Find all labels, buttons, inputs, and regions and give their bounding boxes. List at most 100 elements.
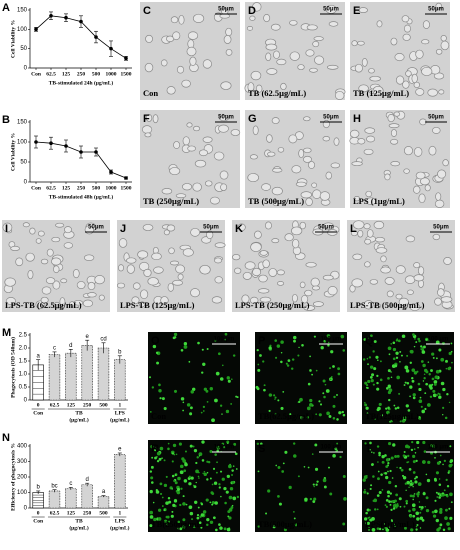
fluorescent-cell [366, 357, 369, 360]
cell [25, 252, 35, 262]
fluorescent-cell [394, 499, 397, 503]
fluorescent-cell [372, 499, 375, 502]
fluorescent-cell [161, 457, 163, 460]
cell [142, 224, 154, 231]
fluorescent-cell [414, 338, 416, 340]
fluorescent-cell [156, 460, 160, 463]
fluorescent-cell [197, 341, 200, 345]
fluorescent-cell [442, 528, 446, 532]
cell [388, 123, 400, 129]
fluorescent-cell [194, 500, 198, 504]
cell [53, 301, 61, 310]
fluorescence-image [362, 332, 454, 424]
fluorescent-cell [435, 393, 438, 397]
fluorescent-cell [386, 410, 390, 415]
fluorescent-cell [260, 442, 263, 446]
fluorescent-cell [281, 470, 285, 473]
micrograph [140, 2, 240, 100]
fluorescent-cell [152, 501, 155, 504]
cell [218, 124, 229, 133]
fluorescent-cell [435, 369, 440, 374]
cell [265, 43, 278, 51]
fluorescent-cell [362, 358, 366, 361]
fluorescent-cell [189, 412, 193, 416]
fluorescent-cell [384, 523, 386, 525]
fluorescent-cell [230, 403, 233, 405]
fluorescent-cell [369, 449, 371, 451]
fluorescent-cell [224, 338, 227, 341]
fluorescent-cell [366, 383, 369, 387]
y-tick-label: 50 [20, 160, 27, 166]
fluorescent-cell [380, 414, 384, 417]
group-label: Con [33, 518, 43, 524]
fluorescent-cell [225, 409, 230, 414]
panel-letter: P [258, 335, 265, 347]
fluorescent-cell [436, 461, 441, 465]
fluorescent-cell [449, 516, 453, 521]
fluorescent-cell [221, 442, 225, 446]
fluorescent-cell [319, 403, 323, 406]
fluorescent-cell [325, 389, 330, 393]
cell [237, 223, 246, 232]
fluorescent-cell [192, 525, 196, 529]
fluorescent-cell [397, 339, 401, 343]
fluorescent-cell [411, 368, 416, 372]
fluorescent-cell [154, 447, 157, 450]
fluorescent-cell [432, 446, 435, 448]
cell [358, 84, 369, 93]
fluorescent-cell [313, 335, 316, 338]
fluorescent-cell [447, 527, 451, 531]
fluorescent-cell [381, 460, 385, 464]
cell [10, 245, 20, 251]
cell [160, 59, 168, 67]
fluorescent-cell [273, 394, 276, 397]
cell [204, 180, 213, 187]
point [94, 35, 98, 39]
fluorescent-cell [149, 470, 153, 473]
fluorescent-cell [388, 500, 391, 503]
fluorescent-cell [168, 520, 171, 523]
fluorescent-cell [418, 399, 423, 404]
cell [322, 222, 334, 230]
fluorescent-cell [396, 466, 398, 469]
cell [277, 281, 285, 286]
micrograph [244, 2, 346, 101]
fluorescent-cell [401, 474, 405, 477]
cell [375, 247, 388, 254]
fluorescent-cell [232, 354, 236, 357]
fluorescent-cell [411, 503, 416, 508]
fluorescent-cell [332, 454, 336, 458]
fluorescent-cell [173, 499, 178, 503]
fluorescent-cell [387, 494, 390, 498]
fluorescent-cell [322, 478, 327, 483]
fluorescent-cell [395, 504, 399, 508]
y-tick-label: 400 [17, 444, 28, 450]
fluorescent-cell [388, 441, 392, 446]
cell [272, 167, 283, 173]
cell [413, 274, 425, 282]
fluorescent-cell [410, 528, 414, 532]
panel-letter: K [235, 223, 243, 235]
cell [145, 34, 153, 43]
fluorescent-cell [390, 419, 393, 423]
cell [328, 21, 339, 27]
fluorescent-cell [173, 389, 178, 393]
fluorescent-cell [436, 496, 438, 498]
fluorescent-cell [203, 470, 206, 473]
fluorescent-cell [425, 509, 430, 513]
fluorescence-image [148, 440, 240, 532]
fluorescence-bg [255, 440, 347, 532]
fluorescent-cell [297, 475, 300, 478]
fluorescent-cell [198, 455, 201, 457]
fluorescent-cell [323, 339, 326, 342]
fluorescent-cell [419, 527, 422, 529]
cell [327, 286, 338, 296]
y-tick-label: 150 [17, 120, 28, 126]
fluorescent-cell [322, 392, 325, 395]
fluorescent-cell [439, 494, 442, 497]
fluorescent-cell [432, 356, 435, 359]
fluorescent-cell [388, 398, 391, 402]
cell [312, 189, 322, 199]
cell [424, 184, 431, 192]
y-tick-label: 100 [17, 27, 28, 33]
